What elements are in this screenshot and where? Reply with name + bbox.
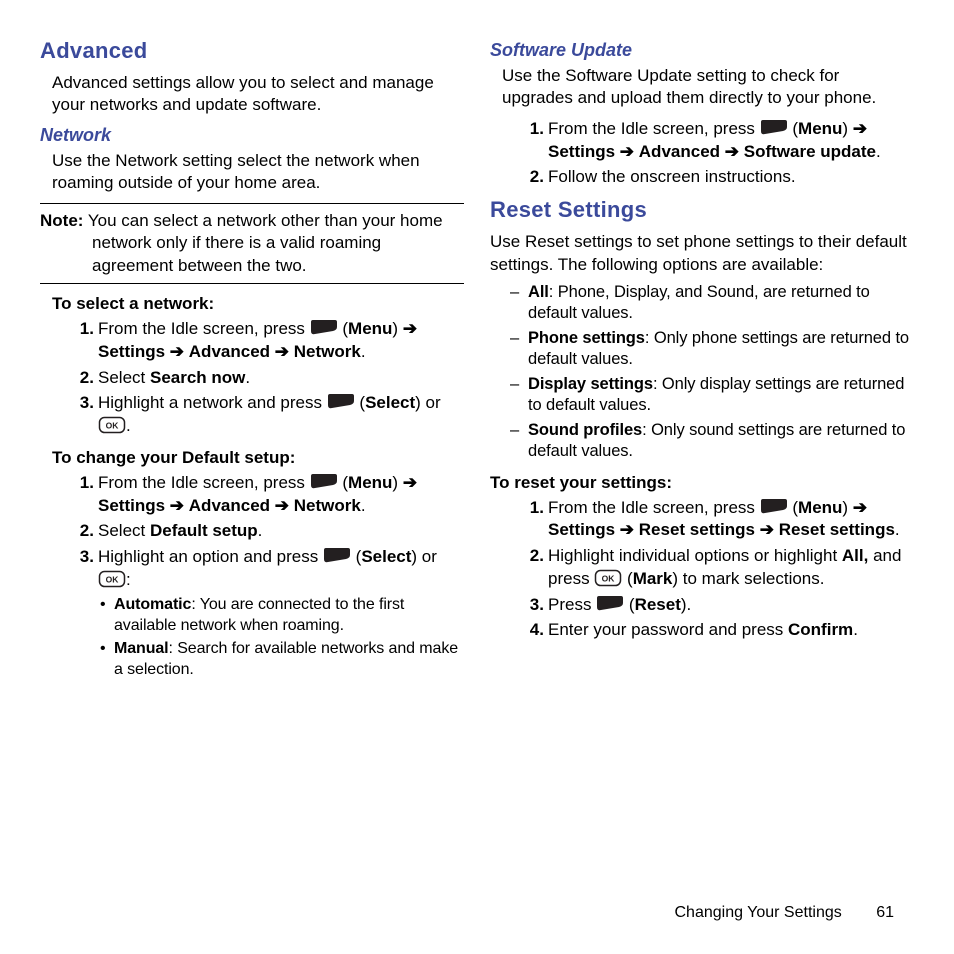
softkey-icon: [327, 393, 355, 410]
ok-key-icon: [98, 570, 126, 588]
list-item: Highlight an option and press (Select) o…: [98, 546, 464, 681]
list-item: From the Idle screen, press (Menu) ➔ Set…: [98, 472, 464, 518]
heading-network: Network: [40, 125, 464, 146]
softkey-icon: [760, 119, 788, 136]
list-item: From the Idle screen, press (Menu) ➔ Set…: [548, 118, 914, 164]
default-setup-steps: From the Idle screen, press (Menu) ➔ Set…: [40, 472, 464, 681]
software-update-steps: From the Idle screen, press (Menu) ➔ Set…: [490, 118, 914, 189]
ok-key-icon: [594, 569, 622, 587]
list-item: Automatic: You are connected to the firs…: [114, 595, 464, 637]
list-item: Display settings: Only display settings …: [528, 374, 914, 417]
softkey-icon: [323, 547, 351, 564]
list-item: Sound profiles: Only sound settings are …: [528, 420, 914, 463]
reset-steps: From the Idle screen, press (Menu) ➔ Set…: [490, 497, 914, 643]
footer-page-number: 61: [876, 904, 894, 922]
list-item: From the Idle screen, press (Menu) ➔ Set…: [98, 318, 464, 364]
footer-chapter: Changing Your Settings: [675, 904, 842, 921]
left-column: Advanced Advanced settings allow you to …: [40, 38, 464, 687]
software-update-intro: Use the Software Update setting to check…: [502, 65, 914, 110]
list-item: Highlight a network and press (Select) o…: [98, 392, 464, 438]
softkey-icon: [310, 319, 338, 336]
list-item: Phone settings: Only phone settings are …: [528, 328, 914, 371]
softkey-icon: [310, 473, 338, 490]
note-rule-top: [40, 203, 464, 204]
to-reset-heading: To reset your settings:: [490, 473, 914, 493]
list-item: Select Search now.: [98, 367, 464, 390]
list-item: Press (Reset).: [548, 594, 914, 617]
page: Advanced Advanced settings allow you to …: [0, 0, 954, 687]
right-column: Software Update Use the Software Update …: [490, 38, 914, 687]
list-item: Manual: Search for available networks an…: [114, 639, 464, 681]
note-rule-bottom: [40, 283, 464, 284]
reset-intro: Use Reset settings to set phone settings…: [490, 231, 914, 276]
note-body: You can select a network other than your…: [88, 211, 443, 275]
list-item: Follow the onscreen instructions.: [548, 166, 914, 189]
list-item: Highlight individual options or highligh…: [548, 545, 914, 591]
list-item: Enter your password and press Confirm.: [548, 619, 914, 642]
list-item: Select Default setup.: [98, 520, 464, 543]
default-setup-heading: To change your Default setup:: [52, 448, 464, 468]
heading-software-update: Software Update: [490, 40, 914, 61]
list-item: From the Idle screen, press (Menu) ➔ Set…: [548, 497, 914, 543]
network-intro: Use the Network setting select the netwo…: [52, 150, 464, 195]
default-setup-options: Automatic: You are connected to the firs…: [98, 595, 464, 681]
select-network-heading: To select a network:: [52, 294, 464, 314]
network-note: Note: You can select a network other tha…: [40, 210, 464, 277]
heading-advanced: Advanced: [40, 38, 464, 64]
list-item: All: Phone, Display, and Sound, are retu…: [528, 282, 914, 325]
softkey-icon: [596, 595, 624, 612]
advanced-intro: Advanced settings allow you to select an…: [52, 72, 464, 117]
reset-options: All: Phone, Display, and Sound, are retu…: [490, 282, 914, 463]
ok-key-icon: [98, 416, 126, 434]
heading-reset-settings: Reset Settings: [490, 197, 914, 223]
note-label: Note:: [40, 211, 83, 230]
page-footer: Changing Your Settings 61: [675, 904, 895, 922]
softkey-icon: [760, 498, 788, 515]
select-network-steps: From the Idle screen, press (Menu) ➔ Set…: [40, 318, 464, 438]
